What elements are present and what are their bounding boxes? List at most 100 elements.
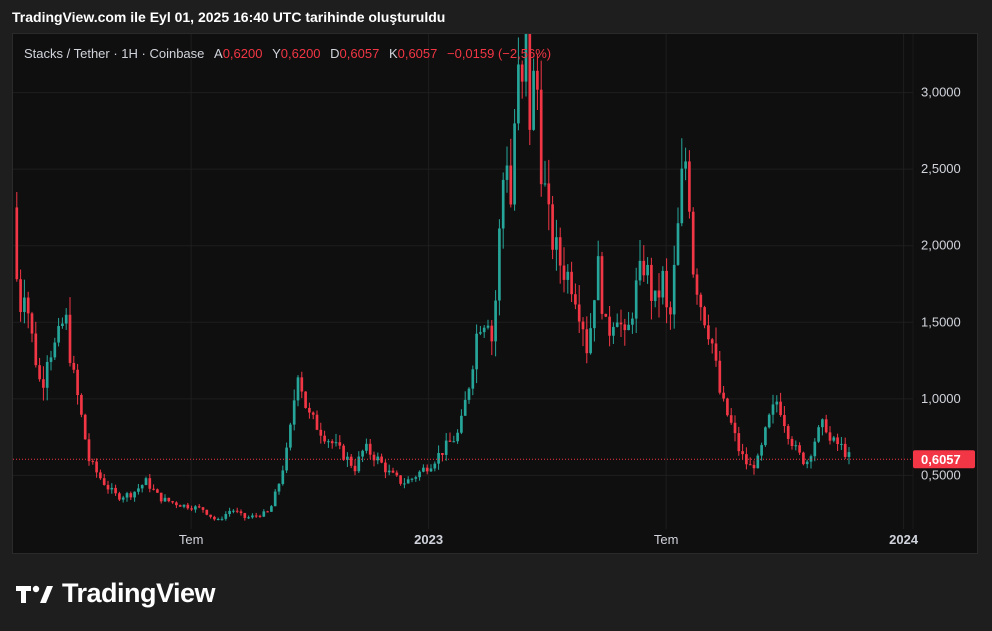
candle-body: [175, 502, 178, 506]
candle-body: [178, 505, 182, 507]
candle-body: [634, 280, 638, 319]
candle-body: [270, 506, 273, 512]
candle-body: [551, 204, 554, 250]
candle-body: [745, 454, 748, 465]
candle-body: [95, 461, 98, 473]
candle-body: [642, 260, 646, 276]
candle-body: [129, 493, 133, 498]
candle-body: [292, 400, 296, 425]
candle-body: [585, 329, 589, 354]
candle-body: [631, 318, 634, 325]
candle-body: [125, 493, 129, 498]
candle-body: [308, 407, 311, 413]
candle-body: [45, 361, 49, 388]
change-value: −0,0159 (−2,56%): [447, 46, 552, 61]
candle-body: [140, 485, 144, 489]
candle-body: [520, 64, 524, 82]
candle-body: [251, 515, 254, 518]
candle-body: [490, 325, 494, 342]
candle-body: [99, 472, 102, 479]
candle-body: [148, 478, 152, 489]
candle-body: [684, 161, 687, 169]
x-tick-label: 2023: [414, 532, 443, 547]
last-price-tag: [913, 450, 975, 469]
candle-body: [30, 313, 34, 334]
candle-body: [532, 70, 535, 130]
candle-body: [558, 237, 562, 266]
candle-body: [38, 365, 41, 380]
chart-snapshot-title: TradingView.com ile Eyl 01, 2025 16:40 U…: [12, 9, 446, 25]
candlestick-chart[interactable]: 0,5000 1,0000 1,5000 2,0000 2,5000 3,0000 Tem 2…: [13, 34, 978, 554]
candle-body: [437, 453, 440, 464]
candle-body: [463, 399, 467, 416]
candle-body: [501, 179, 505, 229]
candle-body: [657, 290, 661, 298]
candle-body: [273, 491, 277, 507]
candle-body: [319, 429, 323, 436]
candle-body: [555, 237, 558, 250]
candle-body: [91, 461, 95, 463]
candle-body: [600, 256, 604, 314]
last-price-label: 0,6057: [921, 452, 961, 467]
candle-body: [406, 479, 410, 484]
candle-body: [414, 477, 418, 479]
candle-body: [543, 183, 547, 185]
candle-body: [574, 294, 577, 305]
candle-body: [376, 456, 380, 461]
candle-body: [448, 440, 452, 442]
x-tick-label: Tem: [654, 532, 679, 547]
brand-name: TradingView: [62, 578, 216, 608]
candle-body: [494, 300, 497, 342]
candle-body: [676, 223, 680, 265]
candle-body: [300, 377, 304, 392]
candle-body: [171, 501, 174, 503]
candle-body: [661, 270, 665, 298]
candle-body: [513, 123, 516, 205]
chart-panel[interactable]: 0,5000 1,0000 1,5000 2,0000 2,5000 3,0000 Tem 2…: [12, 33, 978, 554]
candle-body: [296, 377, 300, 401]
candle-body: [281, 470, 285, 484]
candle-body: [471, 369, 475, 389]
candle-body: [315, 414, 319, 430]
candle-body: [76, 369, 79, 396]
candle-body: [391, 470, 395, 473]
candle-body: [277, 483, 281, 492]
candle-body: [159, 492, 163, 502]
candle-body: [779, 401, 782, 416]
candle-body: [163, 497, 167, 502]
candle-body: [395, 472, 399, 476]
candle-body: [186, 504, 190, 509]
candle-body: [228, 510, 231, 514]
candle-body: [539, 89, 543, 185]
candle-body: [209, 514, 212, 517]
candle-body: [156, 489, 159, 493]
candle-body: [604, 313, 608, 317]
candle-body: [748, 464, 752, 466]
candle-body: [452, 441, 456, 443]
candle-body: [479, 332, 482, 334]
low-value: 0,6057: [339, 46, 380, 61]
candle-body: [289, 424, 292, 448]
candle-body: [254, 515, 258, 517]
candle-body: [741, 451, 744, 455]
candle-body: [83, 414, 87, 440]
candle-body: [460, 415, 463, 433]
candle-body: [775, 401, 779, 405]
candle-body: [528, 34, 532, 130]
candle-body: [752, 464, 756, 469]
candle-body: [691, 211, 695, 275]
candle-body: [137, 488, 140, 492]
candle-body: [475, 333, 478, 370]
candle-body: [760, 445, 763, 456]
candle-body: [444, 440, 448, 455]
candle-body: [353, 465, 357, 472]
candle-body: [828, 432, 832, 441]
candle-body: [669, 307, 672, 315]
candle-body: [118, 493, 121, 500]
candle-body: [61, 323, 64, 327]
candle-body: [794, 445, 798, 447]
candle-body: [646, 264, 649, 276]
candle-body: [608, 316, 611, 336]
candle-body: [422, 467, 425, 472]
candle-body: [650, 264, 653, 301]
